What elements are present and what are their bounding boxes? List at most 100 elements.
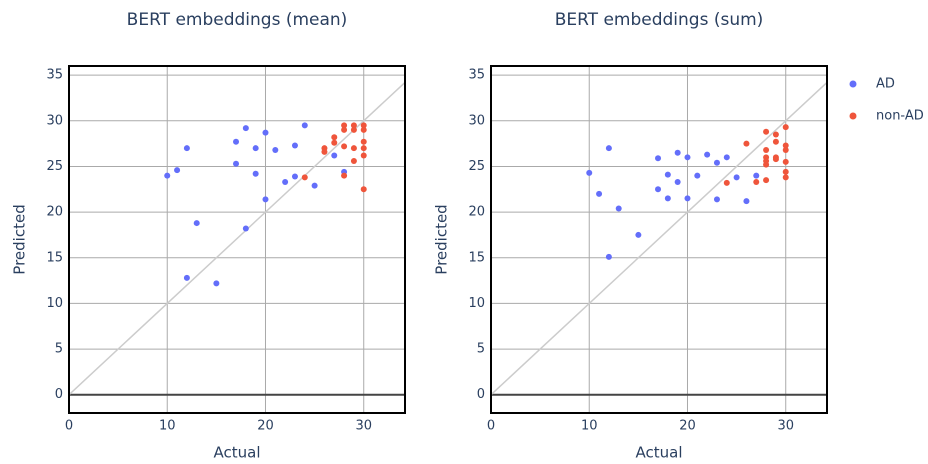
data-point — [684, 195, 691, 202]
y-tick-label: 15 — [46, 250, 63, 265]
data-point — [262, 196, 269, 203]
data-point — [360, 138, 367, 145]
data-point — [331, 139, 338, 146]
data-point — [753, 172, 760, 179]
data-point — [763, 128, 770, 135]
x-tick-label: 0 — [487, 419, 495, 434]
legend-label: non-AD — [876, 109, 924, 124]
data-point — [360, 152, 367, 159]
data-point — [174, 167, 181, 174]
data-point — [360, 126, 367, 133]
data-point — [164, 172, 171, 179]
data-point — [782, 158, 789, 165]
data-point — [772, 156, 779, 163]
identity-line — [69, 81, 405, 396]
data-point — [341, 143, 348, 150]
data-point — [782, 147, 789, 154]
y-tick-label: 25 — [468, 159, 485, 174]
x-tick-label: 20 — [257, 419, 274, 434]
data-point — [350, 145, 357, 152]
data-point — [763, 147, 770, 154]
y-tick-label: 10 — [46, 296, 63, 311]
data-point — [782, 142, 789, 149]
data-point — [782, 174, 789, 181]
data-point — [360, 122, 367, 129]
data-point — [242, 125, 249, 132]
data-point — [282, 178, 289, 185]
identity-line — [491, 81, 827, 396]
data-point — [713, 196, 720, 203]
data-point — [360, 186, 367, 193]
plot-border — [490, 65, 828, 414]
data-point — [772, 138, 779, 145]
data-point — [674, 149, 681, 156]
x-axis-label: Actual — [636, 444, 683, 462]
y-tick-label: 0 — [55, 387, 63, 402]
data-point — [350, 122, 357, 129]
y-tick-label: 5 — [55, 342, 63, 357]
data-point — [723, 179, 730, 186]
data-point — [341, 172, 348, 179]
data-point — [743, 198, 750, 205]
plot-border — [68, 65, 406, 414]
x-tick-label: 30 — [355, 419, 372, 434]
data-point — [743, 140, 750, 147]
data-point — [331, 152, 338, 159]
data-point — [596, 190, 603, 197]
data-point — [183, 274, 190, 281]
y-tick-label: 15 — [468, 250, 485, 265]
legend-label: AD — [876, 77, 895, 92]
data-point — [272, 147, 279, 154]
data-point — [763, 161, 770, 168]
data-point — [252, 170, 259, 177]
data-point — [655, 155, 662, 162]
x-tick-label: 10 — [581, 419, 598, 434]
data-point — [655, 186, 662, 193]
data-point — [193, 220, 200, 227]
data-point — [694, 172, 701, 179]
data-point — [723, 154, 730, 161]
data-point — [635, 231, 642, 238]
data-point — [664, 195, 671, 202]
data-point — [782, 168, 789, 175]
y-tick-label: 5 — [477, 342, 485, 357]
y-tick-label: 30 — [468, 113, 485, 128]
data-point — [684, 154, 691, 161]
x-tick-label: 0 — [65, 419, 73, 434]
legend-marker — [849, 80, 857, 88]
data-point — [360, 145, 367, 152]
chart-title: BERT embeddings (mean) — [127, 10, 348, 30]
data-point — [252, 145, 259, 152]
data-point — [605, 145, 612, 152]
data-point — [301, 122, 308, 129]
data-point — [350, 126, 357, 133]
data-point — [350, 157, 357, 164]
data-point — [301, 174, 308, 181]
data-point — [213, 280, 220, 287]
y-axis-label: Predicted — [433, 204, 451, 274]
legend-marker — [849, 112, 857, 120]
y-tick-label: 30 — [46, 113, 63, 128]
x-axis-label: Actual — [214, 444, 261, 462]
data-point — [713, 159, 720, 166]
data-point — [763, 177, 770, 184]
data-point — [605, 253, 612, 260]
data-point — [341, 126, 348, 133]
data-point — [772, 131, 779, 138]
data-point — [615, 205, 622, 212]
y-tick-label: 0 — [477, 387, 485, 402]
data-point — [586, 169, 593, 176]
data-point — [674, 178, 681, 185]
x-tick-label: 20 — [679, 419, 696, 434]
data-point — [331, 134, 338, 141]
data-point — [233, 160, 240, 167]
data-point — [262, 129, 269, 136]
data-point — [291, 142, 298, 149]
y-tick-label: 35 — [46, 68, 63, 83]
data-point — [341, 122, 348, 129]
data-point — [183, 145, 190, 152]
y-tick-label: 35 — [468, 68, 485, 83]
y-tick-label: 20 — [46, 205, 63, 220]
